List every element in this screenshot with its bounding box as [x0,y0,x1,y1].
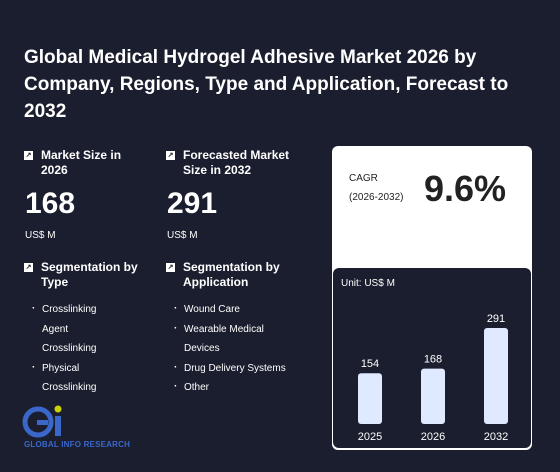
application-list: Wound Care Wearable Medical Devices Drug… [166,299,326,398]
global-info-research-logo-icon [22,405,62,438]
arrow-up-right-icon: ↗ [166,151,175,160]
market-size-label: Market Size in 2026 [41,148,122,177]
logo-text: GLOBAL INFO RESEARCH [24,440,131,449]
forecast-unit: US$ M [167,230,198,241]
segmentation-type-label: Segmentation by Type [41,260,138,289]
forecast-label: Forecasted Market Size in 2032 [183,148,290,177]
list-item: Other [174,377,326,398]
segmentation-application-label: Segmentation by Application [183,260,280,289]
data-label-2026: 168 [424,354,442,366]
chart-unit-label: Unit: US$ M [341,278,395,289]
forecast-block: ↗ Forecasted Market Size in 2032 291 US$… [166,148,311,241]
list-item: Physical Crosslinking [32,358,120,398]
forecast-value: 291 [167,187,218,220]
bar-chart-panel: Unit: US$ M 154 2025 168 2026 291 2032 [333,268,531,448]
cagr-label: CAGR [349,173,378,184]
list-item: Drug Delivery Systems [174,358,326,379]
data-label-2032: 291 [487,313,505,325]
arrow-up-right-icon: ↗ [24,263,33,272]
segmentation-type: ↗ Segmentation by Type Crosslinking Agen… [24,260,154,398]
list-item: Crosslinking Agent Crosslinking [32,299,120,359]
bar-2025 [358,373,382,424]
tick-label-2025: 2025 [358,431,382,443]
arrow-up-right-icon: ↗ [166,263,175,272]
segmentation-application: ↗ Segmentation by Application Wound Care… [166,260,326,398]
list-item: Wound Care [174,299,326,320]
cagr-period: (2026-2032) [349,192,404,203]
tick-label-2032: 2032 [484,431,508,443]
tick-label-2026: 2026 [421,431,445,443]
data-label-2025: 154 [361,358,379,370]
list-item: Wearable Medical Devices [174,319,284,359]
page-title: Global Medical Hydrogel Adhesive Market … [24,47,509,122]
bar-chart: 154 2025 168 2026 291 2032 [358,313,508,443]
market-size-block: ↗ Market Size in 2026 168 US$ M [24,148,141,241]
bar-2026 [421,368,445,424]
market-size-unit: US$ M [25,230,56,241]
type-list: Crosslinking Agent Crosslinking Physical… [24,299,154,398]
bar-2032 [484,328,508,424]
cagr-value: 9.6% [424,168,507,209]
market-size-value: 168 [25,187,76,220]
arrow-up-right-icon: ↗ [24,151,33,160]
